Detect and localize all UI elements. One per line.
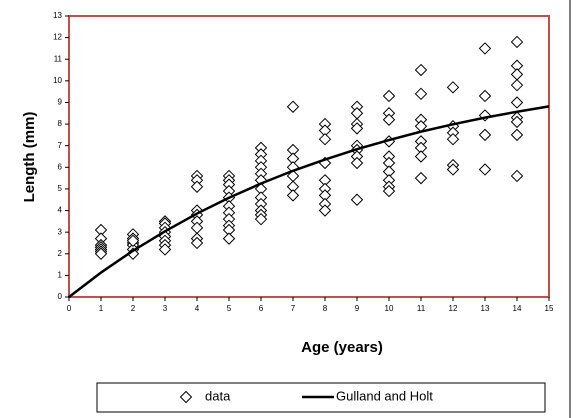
y-tick-label: 8: [58, 119, 63, 128]
y-tick-label: 13: [53, 11, 62, 20]
y-tick-label: 2: [58, 249, 63, 258]
x-tick-label: 9: [355, 304, 360, 313]
data-point: [478, 128, 492, 142]
data-point: [94, 247, 108, 260]
data-point: [126, 234, 140, 248]
x-tick-label: 13: [481, 304, 490, 313]
y-tick-label: 12: [53, 33, 62, 42]
data-point: [510, 128, 524, 142]
data-point: [446, 133, 460, 146]
data-point: [158, 243, 172, 256]
y-tick-label: 10: [53, 76, 62, 85]
x-tick-label: 14: [513, 304, 522, 313]
x-tick-label: 6: [259, 304, 264, 313]
data-point: [478, 163, 492, 176]
x-tick-label: 3: [163, 304, 168, 313]
y-tick-label: 0: [58, 292, 63, 301]
x-tick-label: 0: [67, 304, 72, 313]
x-tick-label: 10: [385, 304, 394, 313]
y-axis-title: Length (mm): [21, 112, 38, 203]
y-tick-label: 1: [58, 270, 63, 279]
y-tick-label: 6: [58, 162, 63, 171]
data-point: [318, 133, 332, 146]
x-axis-title: Age (years): [301, 339, 383, 356]
data-point: [350, 156, 364, 170]
data-point: [510, 169, 524, 183]
data-point: [382, 113, 396, 126]
fit-line: [68, 105, 550, 298]
plot-frame: [68, 15, 550, 298]
data-point: [350, 122, 364, 135]
data-point: [510, 35, 524, 49]
x-tick-label: 1: [99, 304, 104, 313]
y-tick-label: 3: [58, 227, 63, 236]
x-tick-label: 8: [323, 304, 328, 313]
y-tick-label: 4: [58, 206, 63, 215]
data-point: [286, 189, 300, 202]
x-tick-label: 11: [417, 304, 426, 313]
data-point: [414, 171, 428, 185]
data-point: [414, 63, 428, 77]
y-tick-label: 11: [54, 54, 63, 63]
data-point: [254, 212, 268, 226]
data-point: [414, 87, 428, 101]
x-tick-label: 7: [291, 304, 296, 313]
x-tick-label: 5: [227, 304, 232, 313]
data-point: [382, 89, 396, 103]
data-point: [318, 204, 332, 217]
x-tick-label: 12: [449, 304, 458, 313]
legend-label: Gulland and Holt: [336, 388, 433, 403]
data-point: [510, 115, 524, 129]
x-tick-label: 2: [131, 304, 136, 313]
x-tick-label: 4: [195, 304, 200, 313]
data-point: [478, 42, 492, 55]
data-point: [446, 163, 460, 176]
data-point: [222, 232, 236, 245]
legend-label: data: [205, 388, 231, 403]
data-point: [286, 100, 300, 113]
y-tick-label: 7: [58, 141, 63, 150]
y-tick-label: 9: [58, 98, 63, 107]
data-point: [190, 236, 204, 250]
legend-marker: [179, 390, 193, 404]
y-tick-label: 5: [58, 184, 63, 193]
data-point: [350, 193, 364, 206]
x-tick-label: 15: [545, 304, 554, 313]
data-point: [510, 78, 524, 92]
data-point: [190, 180, 204, 193]
data-point: [382, 184, 396, 198]
data-point: [446, 81, 460, 94]
data-point: [510, 96, 524, 109]
data-point: [414, 150, 428, 163]
data-point: [478, 89, 492, 103]
